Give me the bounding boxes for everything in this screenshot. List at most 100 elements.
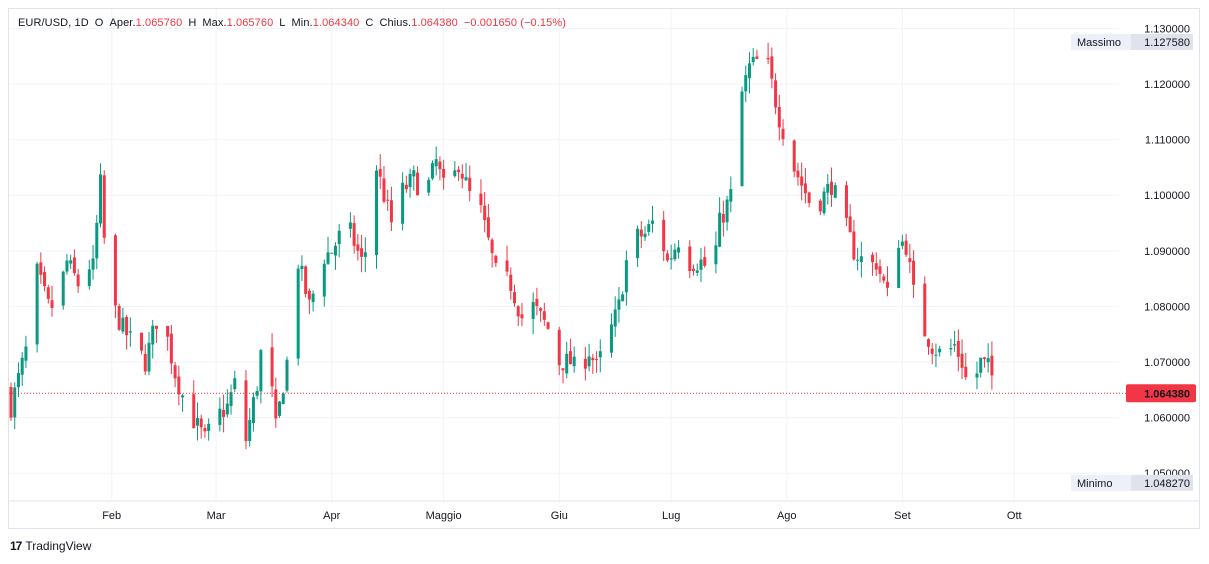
- candle-body: [181, 395, 185, 398]
- candle-body: [337, 230, 341, 245]
- tradingview-brand: TradingView: [25, 539, 92, 553]
- candle-body: [904, 240, 908, 255]
- candle-body: [781, 128, 785, 140]
- high-label: H: [188, 17, 197, 29]
- y-tick-label: 1.070000: [1144, 357, 1190, 369]
- candle-body: [643, 233, 647, 238]
- candle-body: [35, 263, 39, 345]
- candle-body: [953, 344, 957, 346]
- candle-body: [427, 179, 431, 193]
- candle-body: [874, 263, 878, 270]
- candle-body: [900, 241, 904, 246]
- candle-body: [151, 325, 155, 345]
- candle-body: [307, 290, 311, 300]
- candle-body: [218, 408, 222, 425]
- candle-body: [934, 354, 938, 356]
- candle-body: [490, 239, 494, 253]
- candle-body: [352, 223, 356, 246]
- tradingview-logo-icon: 17: [10, 539, 22, 553]
- candle-body: [76, 274, 80, 287]
- candle-body: [513, 292, 516, 304]
- candle-body: [774, 80, 778, 108]
- symbol-label[interactable]: EUR/USD, 1D: [18, 17, 89, 29]
- period-high-label: Massimo: [1077, 37, 1121, 49]
- candle-body: [509, 274, 513, 291]
- candle-body: [270, 347, 274, 387]
- candle-body: [852, 231, 856, 260]
- open-value: 1.065760: [135, 17, 183, 29]
- candle-body: [878, 266, 882, 274]
- candle-body: [822, 191, 826, 214]
- candle-body: [557, 329, 561, 366]
- candle-body: [479, 193, 483, 206]
- candle-body: [777, 106, 781, 128]
- candle-body: [91, 258, 95, 270]
- candle-body: [102, 175, 106, 238]
- candle-body: [897, 247, 901, 288]
- candle-body: [311, 293, 315, 303]
- close-prefix: Chius.: [379, 17, 412, 29]
- candle-body: [285, 359, 289, 391]
- tradingview-attribution[interactable]: 17 TradingView: [10, 539, 91, 553]
- chart-frame[interactable]: 1.050000 1.060000 1.070000 1.080000 1.090000…: [8, 8, 1200, 529]
- candle-body: [296, 268, 300, 359]
- candle-body: [699, 259, 703, 270]
- candle-body: [803, 183, 807, 194]
- open-label: O: [94, 17, 104, 29]
- candle-body: [486, 217, 490, 238]
- candle-body: [177, 376, 181, 395]
- candle-body: [453, 170, 457, 177]
- candle-body: [796, 170, 800, 178]
- candle-body: [363, 252, 367, 257]
- candle-body: [830, 181, 834, 195]
- x-tick-label: Set: [894, 510, 911, 522]
- candle-body: [39, 262, 43, 275]
- candle-body: [505, 260, 509, 272]
- candle-body: [20, 357, 24, 375]
- y-tick-label: 1.080000: [1144, 301, 1190, 313]
- x-tick-label: Mar: [207, 510, 226, 522]
- candle-body: [882, 276, 886, 281]
- candle-body: [225, 403, 229, 415]
- low-prefix: Min.: [291, 17, 313, 29]
- candle-body: [639, 229, 643, 237]
- x-tick-label: Feb: [102, 510, 121, 522]
- candle-body: [330, 252, 334, 254]
- candle-body: [274, 389, 278, 419]
- candle-body: [561, 368, 565, 371]
- close-label: C: [365, 17, 374, 29]
- candle-body: [117, 306, 121, 330]
- candle-body: [636, 228, 640, 259]
- candle-body: [251, 397, 255, 424]
- candle-body: [401, 182, 405, 224]
- candle-body: [360, 248, 364, 257]
- candle-body: [587, 356, 591, 367]
- candle-body: [248, 419, 252, 441]
- x-tick-label: Giu: [551, 510, 568, 522]
- y-tick-label: 1.110000: [1145, 135, 1190, 147]
- candle-body: [568, 351, 572, 365]
- candle-body: [169, 333, 173, 364]
- period-high-value-box: [1131, 33, 1193, 50]
- candle-body: [621, 294, 625, 302]
- x-tick-label: Ago: [777, 510, 797, 522]
- candle-body: [856, 259, 860, 261]
- candle-body: [483, 205, 487, 221]
- high-prefix: Max.: [202, 17, 227, 29]
- candle-body: [460, 173, 464, 179]
- candle-body: [624, 260, 628, 293]
- candle-body: [333, 245, 337, 256]
- candle-body: [192, 394, 196, 429]
- candle-body: [982, 357, 986, 360]
- candle-body: [65, 260, 69, 272]
- close-value: 1.064380: [411, 17, 458, 29]
- candle-body: [714, 245, 718, 265]
- low-value: 1.064340: [312, 17, 360, 29]
- candle-body: [542, 311, 546, 320]
- candle-body: [154, 325, 158, 329]
- candle-body: [859, 256, 863, 263]
- candle-body: [617, 299, 621, 310]
- candle-body: [751, 56, 755, 63]
- chart-canvas[interactable]: 1.0500001.0600001.0700001.0800001.090000…: [9, 9, 1199, 528]
- candle-body: [255, 390, 259, 396]
